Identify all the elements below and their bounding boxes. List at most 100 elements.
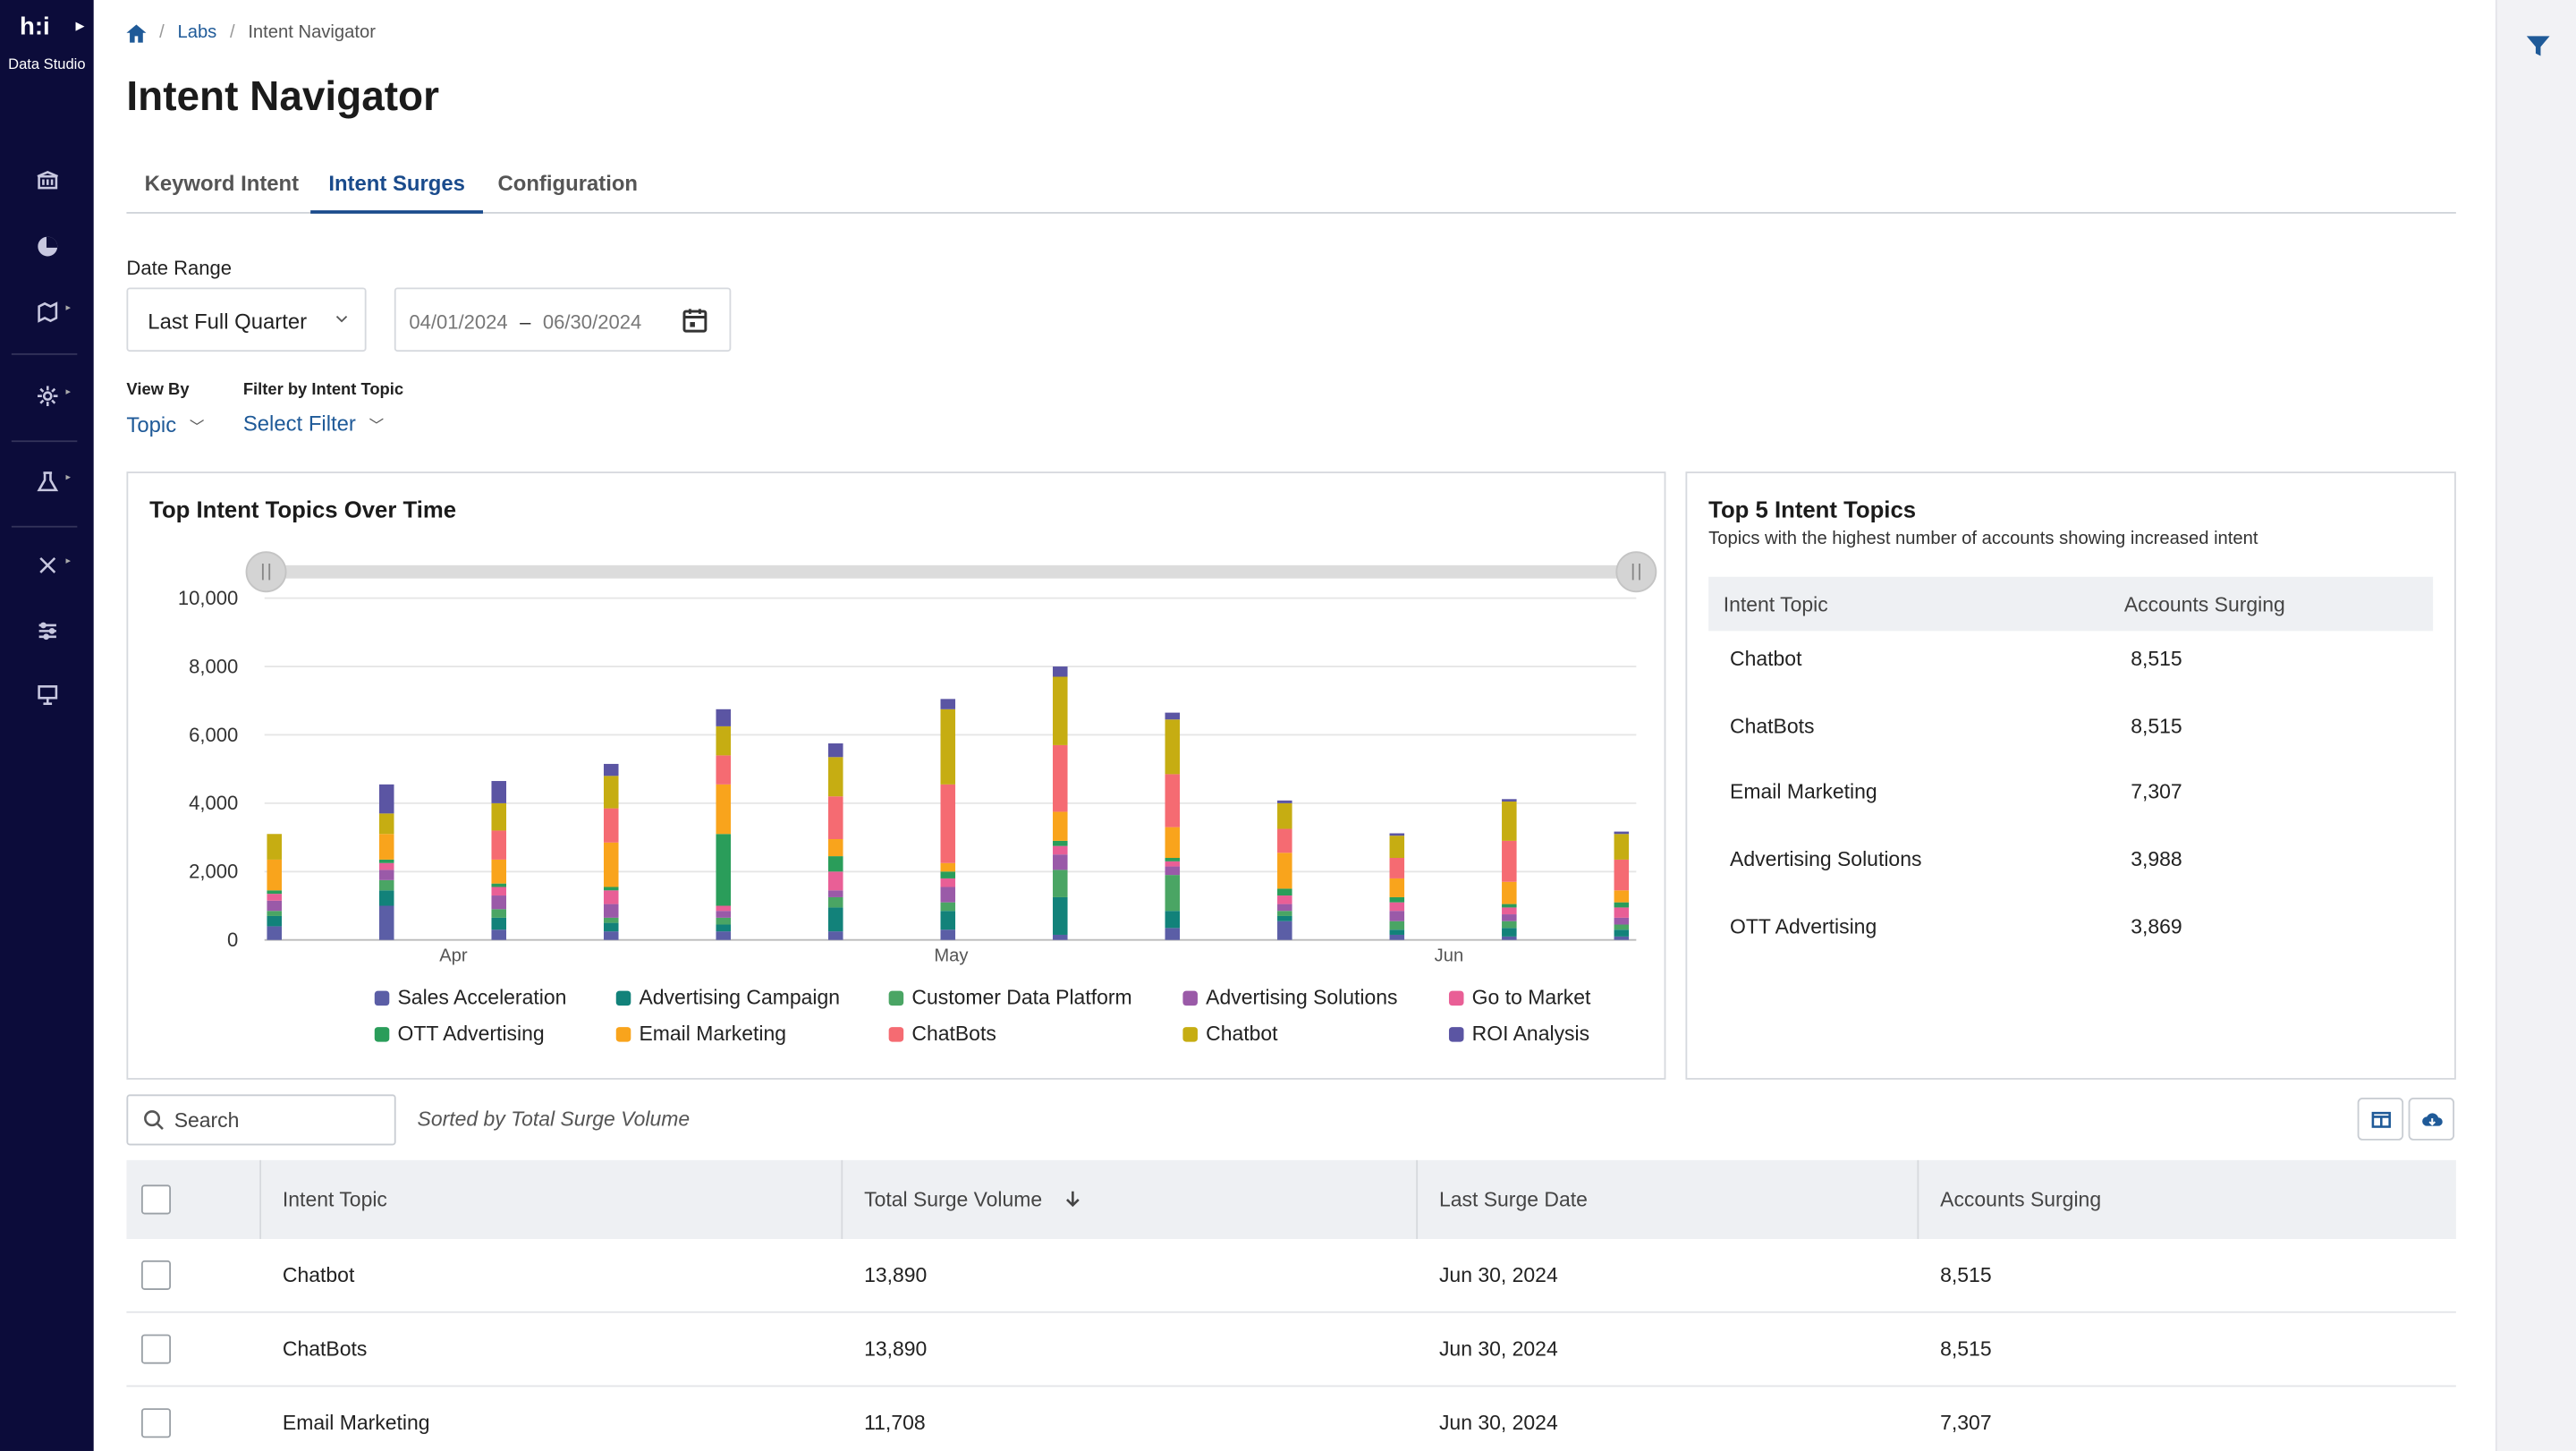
bar-segment[interactable] bbox=[1502, 881, 1517, 904]
bar-segment[interactable] bbox=[940, 902, 956, 912]
bar-segment[interactable] bbox=[716, 834, 732, 906]
bar-segment[interactable] bbox=[378, 859, 394, 863]
legend-item[interactable]: Email Marketing bbox=[615, 1022, 786, 1045]
bar-segment[interactable] bbox=[603, 776, 619, 809]
bar-segment[interactable] bbox=[267, 900, 282, 912]
bar-segment[interactable] bbox=[267, 926, 282, 940]
date-range-select[interactable]: Last Full Quarter bbox=[126, 287, 367, 352]
bar-segment[interactable] bbox=[378, 813, 394, 835]
bar-segment[interactable] bbox=[1502, 799, 1517, 802]
bar-segment[interactable] bbox=[491, 887, 507, 896]
bar-segment[interactable] bbox=[1614, 917, 1630, 925]
calendar-icon[interactable] bbox=[680, 306, 709, 335]
bar-segment[interactable] bbox=[1389, 902, 1405, 912]
bar-segment[interactable] bbox=[1614, 859, 1630, 891]
bar-segment[interactable] bbox=[828, 757, 843, 797]
bar-segment[interactable] bbox=[1053, 934, 1068, 940]
bar-segment[interactable] bbox=[267, 894, 282, 901]
bar-segment[interactable] bbox=[1165, 911, 1181, 929]
bar-segment[interactable] bbox=[491, 859, 507, 884]
bar-segment[interactable] bbox=[940, 871, 956, 878]
bar-segment[interactable] bbox=[940, 929, 956, 940]
select-all-checkbox[interactable] bbox=[140, 1184, 172, 1215]
tab-configuration[interactable]: Configuration bbox=[497, 171, 639, 196]
legend-item[interactable]: Customer Data Platform bbox=[888, 986, 1132, 1009]
bar-segment[interactable] bbox=[716, 905, 732, 912]
row-checkbox[interactable] bbox=[140, 1408, 172, 1438]
map-icon[interactable]: ▸ bbox=[0, 294, 94, 330]
columns-button[interactable] bbox=[2357, 1098, 2404, 1141]
presentation-icon[interactable] bbox=[0, 677, 94, 713]
bar-segment[interactable] bbox=[1165, 928, 1181, 940]
bar-segment[interactable] bbox=[1389, 836, 1405, 859]
bar-segment[interactable] bbox=[603, 904, 619, 918]
bar-segment[interactable] bbox=[378, 870, 394, 880]
bar-segment[interactable] bbox=[603, 917, 619, 923]
tab-intent-surges[interactable]: Intent Surges bbox=[310, 171, 484, 214]
bar-segment[interactable] bbox=[1165, 875, 1181, 912]
end-date[interactable]: 06/30/2024 bbox=[542, 310, 642, 334]
bar-segment[interactable] bbox=[828, 907, 843, 932]
bar-segment[interactable] bbox=[1614, 890, 1630, 903]
bar-segment[interactable] bbox=[491, 929, 507, 940]
bar-segment[interactable] bbox=[828, 743, 843, 758]
bar-segment[interactable] bbox=[1053, 840, 1068, 846]
bar-segment[interactable] bbox=[267, 890, 282, 895]
bar-segment[interactable] bbox=[828, 796, 843, 839]
bar-segment[interactable] bbox=[491, 895, 507, 910]
bar-segment[interactable] bbox=[1277, 853, 1292, 889]
col-total-surge-volume[interactable]: Total Surge Volume bbox=[864, 1188, 1080, 1211]
bar-segment[interactable] bbox=[1614, 924, 1630, 930]
bar-segment[interactable] bbox=[603, 887, 619, 891]
bar-segment[interactable] bbox=[1165, 774, 1181, 827]
table-row[interactable]: Email Marketing 11,708 Jun 30, 2024 7,307 bbox=[126, 1387, 2455, 1451]
bar-segment[interactable] bbox=[1502, 907, 1517, 915]
filter-topic-select[interactable]: Select Filter ﹀ bbox=[243, 411, 384, 436]
bar-segment[interactable] bbox=[1502, 921, 1517, 929]
bar-segment[interactable] bbox=[1277, 895, 1292, 904]
sort-down-icon[interactable] bbox=[1064, 1190, 1080, 1208]
bar-segment[interactable] bbox=[603, 922, 619, 932]
bar-segment[interactable] bbox=[1502, 936, 1517, 940]
bar-segment[interactable] bbox=[378, 862, 394, 870]
bar-segment[interactable] bbox=[716, 726, 732, 756]
bar-segment[interactable] bbox=[1165, 719, 1181, 775]
col-accounts-surging[interactable]: Accounts Surging bbox=[1940, 1188, 2102, 1211]
legend-item[interactable]: Chatbot bbox=[1182, 1022, 1278, 1045]
legend-item[interactable]: ROI Analysis bbox=[1448, 1022, 1589, 1045]
bar-segment[interactable] bbox=[1277, 915, 1292, 921]
bar-segment[interactable] bbox=[1389, 929, 1405, 935]
bar-segment[interactable] bbox=[378, 784, 394, 814]
bar-segment[interactable] bbox=[1277, 911, 1292, 916]
gear-icon[interactable]: ▸ bbox=[0, 378, 94, 413]
bar-segment[interactable] bbox=[1389, 921, 1405, 930]
bar-segment[interactable] bbox=[378, 834, 394, 860]
bar-segment[interactable] bbox=[1053, 744, 1068, 812]
bar-segment[interactable] bbox=[603, 763, 619, 776]
bar-segment[interactable] bbox=[940, 887, 956, 903]
bar-segment[interactable] bbox=[267, 834, 282, 860]
bar-segment[interactable] bbox=[1053, 811, 1068, 841]
bar-segment[interactable] bbox=[491, 802, 507, 831]
bar-segment[interactable] bbox=[828, 838, 843, 857]
bar-segment[interactable] bbox=[378, 905, 394, 940]
building-icon[interactable] bbox=[0, 163, 94, 199]
bar-segment[interactable] bbox=[1277, 888, 1292, 896]
bar-segment[interactable] bbox=[491, 909, 507, 918]
bar-segment[interactable] bbox=[1614, 907, 1630, 918]
bar-segment[interactable] bbox=[828, 890, 843, 897]
bar-segment[interactable] bbox=[1389, 858, 1405, 878]
bar-segment[interactable] bbox=[1053, 896, 1068, 935]
bar-segment[interactable] bbox=[1389, 833, 1405, 836]
bar-segment[interactable] bbox=[1277, 921, 1292, 940]
sliders-icon[interactable] bbox=[0, 613, 94, 649]
home-icon[interactable] bbox=[126, 23, 147, 42]
bar-segment[interactable] bbox=[1277, 904, 1292, 912]
bar-segment[interactable] bbox=[1053, 854, 1068, 870]
bar-segment[interactable] bbox=[828, 896, 843, 908]
bar-segment[interactable] bbox=[491, 883, 507, 887]
legend-item[interactable]: Sales Acceleration bbox=[374, 986, 566, 1009]
bar-segment[interactable] bbox=[378, 890, 394, 906]
bar-segment[interactable] bbox=[716, 924, 732, 932]
bar-segment[interactable] bbox=[1165, 827, 1181, 859]
